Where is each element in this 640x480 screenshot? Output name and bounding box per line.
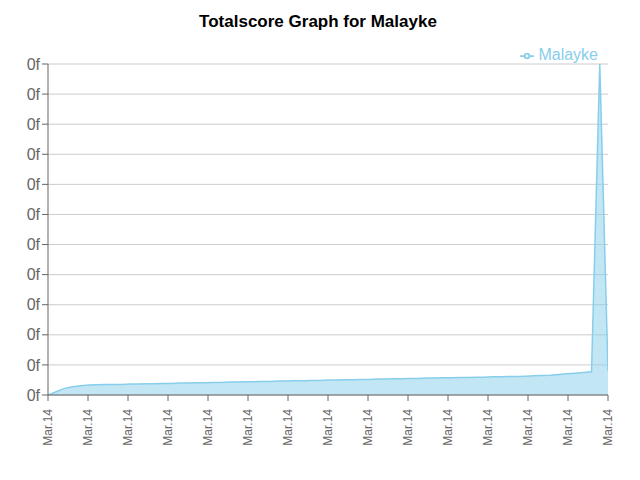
svg-text:Mar.14: Mar.14 [361,409,375,446]
svg-text:Mar.14: Mar.14 [321,409,335,446]
svg-text:Mar.14: Mar.14 [81,409,95,446]
svg-text:Mar.14: Mar.14 [601,409,615,446]
html-text:Malayke: Malayke [538,46,598,63]
svg-text:0f: 0f [27,176,41,193]
svg-text:0f: 0f [27,206,41,223]
svg-text:Mar.14: Mar.14 [441,409,455,446]
svg-text:0f: 0f [27,116,41,133]
svg-text:Mar.14: Mar.14 [41,409,55,446]
svg-text:0f: 0f [27,296,41,313]
svg-text:Mar.14: Mar.14 [241,409,255,446]
svg-text:Mar.14: Mar.14 [121,409,135,446]
svg-text:0f: 0f [27,357,41,374]
svg-text:Mar.14: Mar.14 [281,409,295,446]
svg-text:Mar.14: Mar.14 [161,409,175,446]
svg-text:Mar.14: Mar.14 [201,409,215,446]
svg-text:Mar.14: Mar.14 [401,409,415,446]
svg-text:Mar.14: Mar.14 [481,409,495,446]
svg-text:0f: 0f [27,146,41,163]
svg-text:0f: 0f [27,266,41,283]
svg-text:Mar.14: Mar.14 [521,409,535,446]
svg-text:0f: 0f [27,56,41,73]
svg-text:0f: 0f [27,236,41,253]
svg-text:0f: 0f [27,86,41,103]
svg-text:Mar.14: Mar.14 [561,409,575,446]
html-text:Totalscore Graph for Malayke: Totalscore Graph for Malayke [199,12,437,31]
svg-text:0f: 0f [27,387,41,404]
svg-text:0f: 0f [27,326,41,343]
